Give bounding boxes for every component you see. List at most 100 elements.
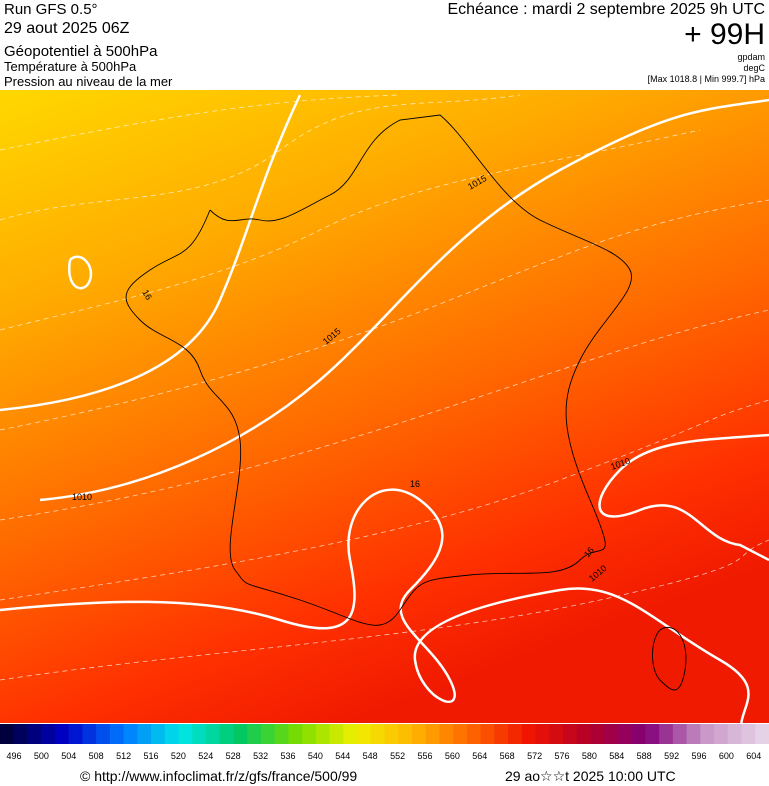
color-swatch [645,724,660,744]
color-swatch [13,724,28,744]
color-swatch [686,724,701,744]
color-swatch [425,724,440,744]
color-swatch [398,724,413,744]
legend-label: 572 [527,751,542,761]
color-swatch [260,724,276,744]
color-swatch [137,724,152,744]
color-swatch [68,724,83,744]
legend-label: 524 [198,751,213,761]
color-swatch [672,724,688,744]
color-swatch [563,724,578,744]
color-swatch [631,724,646,744]
color-swatch [659,724,674,744]
legend-label: 520 [171,751,186,761]
legend-label: 600 [719,751,734,761]
color-swatch [741,724,756,744]
color-swatch [219,724,234,744]
legend-label: 532 [253,751,268,761]
color-swatch [274,724,289,744]
color-swatch [480,724,495,744]
color-swatch [590,724,605,744]
contour-label: 1010 [72,492,92,502]
color-swatch [576,724,591,744]
legend-label: 504 [61,751,76,761]
color-swatch [151,724,166,744]
color-legend: 496 500 504 508 512 516 520 524 528 532 536 540 544 5… [0,724,769,761]
unit: degC [743,63,765,73]
color-swatch [329,724,344,744]
header: Run GFS 0.5° 29 aout 2025 06Z Géopotenti… [4,1,766,89]
color-swatch [27,724,42,744]
color-swatch [288,724,303,744]
color-swatch [604,724,619,744]
legend-label: 592 [664,751,679,761]
map-background [0,90,769,723]
legend-label: 508 [89,751,104,761]
generated-time: 29 ao☆☆t 2025 10:00 UTC [505,768,676,784]
legend-label: 544 [335,751,350,761]
contour-label: 16 [140,288,154,302]
unit: [Max 1018.8 | Min 999.7] hPa [648,74,765,84]
field: Température à 500hPa [4,59,137,74]
legend-label: 604 [746,751,761,761]
field: Géopotentiel à 500hPa [4,43,158,60]
run-date: 29 aout 2025 06Z [4,20,130,37]
color-swatch [508,724,523,744]
run: Run GFS 0.5° [4,1,98,18]
color-swatch [466,724,482,744]
color-swatch [411,724,427,744]
color-swatch [123,724,138,744]
legend-label: 576 [554,751,569,761]
lead-time: + 99H [684,18,765,51]
footer: © http://www.infoclimat.fr/z/gfs/france/… [80,768,676,784]
legend-label: 584 [609,751,624,761]
field: Pression au niveau de la mer [4,74,173,89]
color-swatch [370,724,385,744]
color-swatch [700,724,715,744]
unit: gpdam [737,52,765,62]
legend-label: 596 [691,751,706,761]
legend-label: 512 [116,751,131,761]
color-swatch [0,724,15,744]
color-swatch [357,724,372,744]
contour-label: 16 [410,479,420,489]
color-swatch [714,724,729,744]
color-swatch [384,724,399,744]
contour-label: 16 [582,545,596,559]
color-swatch [439,724,454,744]
color-swatch [233,724,248,744]
color-swatch [535,724,550,744]
temperature-contours [0,94,769,681]
color-swatch [315,724,331,744]
legend-label: 500 [34,751,49,761]
coastlines [125,114,687,691]
color-swatch [178,724,193,744]
color-swatch [727,724,743,744]
legend-label: 528 [226,751,241,761]
color-swatch [617,724,633,744]
color-swatch [302,724,317,744]
legend-label: 564 [472,751,487,761]
color-swatch [54,724,70,744]
legend-label: 548 [363,751,378,761]
color-swatch [82,724,97,744]
color-swatch [96,724,111,744]
color-swatch [494,724,509,744]
legend-label: 552 [390,751,405,761]
legend-label: 556 [417,751,432,761]
color-swatch [192,724,207,744]
legend-label: 536 [280,751,295,761]
color-swatch [41,724,56,744]
color-swatch [247,724,262,744]
source-url: © http://www.infoclimat.fr/z/gfs/france/… [80,768,357,784]
legend-label: 588 [637,751,652,761]
color-swatch [164,724,180,744]
color-swatch [343,724,358,744]
color-swatch [205,724,221,744]
legend-label: 540 [308,751,323,761]
color-swatch [453,724,468,744]
color-swatch [521,724,537,744]
pressure-contours [0,94,769,723]
legend-label: 496 [6,751,21,761]
